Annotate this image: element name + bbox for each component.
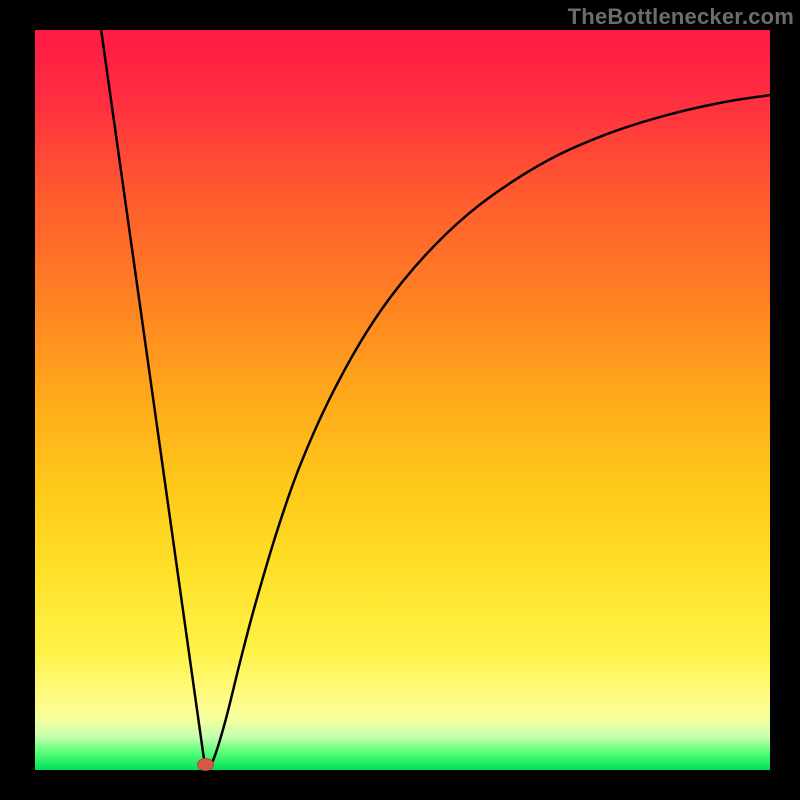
chart-stage: TheBottlenecker.com xyxy=(0,0,800,800)
plot-area xyxy=(35,30,770,770)
watermark-text: TheBottlenecker.com xyxy=(568,4,794,30)
